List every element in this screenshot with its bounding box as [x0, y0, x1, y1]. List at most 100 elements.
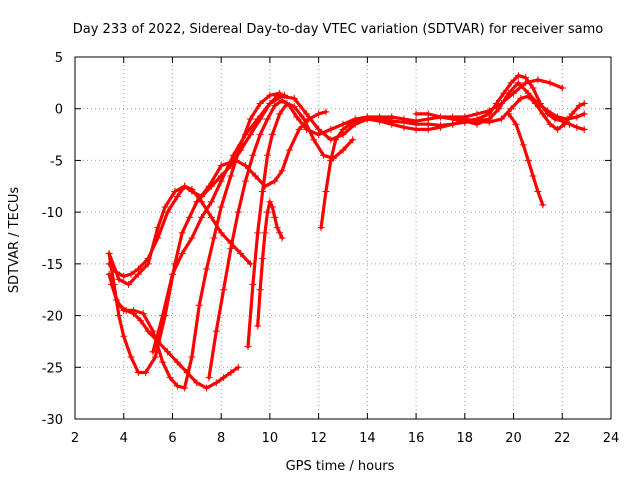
- data-point: [276, 229, 284, 237]
- data-point: [205, 374, 213, 382]
- y-tick-label: -15: [42, 258, 63, 273]
- data-point: [285, 146, 293, 154]
- data-point: [514, 79, 522, 87]
- series-markers-5: [108, 281, 242, 392]
- data-point: [159, 312, 167, 320]
- data-point: [256, 100, 264, 108]
- data-point: [259, 255, 267, 263]
- data-point: [234, 208, 242, 216]
- y-tick-label: -30: [42, 413, 63, 428]
- data-point: [495, 105, 503, 113]
- x-tick-label: 18: [457, 431, 474, 446]
- data-point: [580, 110, 588, 118]
- data-point: [519, 141, 527, 149]
- data-point: [181, 384, 189, 392]
- data-point: [497, 115, 505, 123]
- data-point: [122, 306, 130, 314]
- data-point: [178, 250, 186, 258]
- data-point: [529, 84, 537, 92]
- data-point: [217, 203, 225, 211]
- data-point: [195, 301, 203, 309]
- data-point: [203, 265, 211, 273]
- data-point: [188, 353, 196, 361]
- data-point: [327, 156, 335, 164]
- series-markers-2: [105, 182, 254, 289]
- data-point: [412, 125, 420, 133]
- data-point: [234, 363, 242, 371]
- data-point: [251, 172, 259, 180]
- data-point: [242, 162, 250, 170]
- data-point: [436, 113, 444, 121]
- data-point: [210, 234, 218, 242]
- x-tick-label: 4: [120, 431, 128, 446]
- data-point: [212, 327, 220, 335]
- data-point: [346, 120, 354, 128]
- data-point: [246, 260, 254, 268]
- data-point: [546, 79, 554, 87]
- data-point: [127, 270, 135, 278]
- x-tick-label: 24: [603, 431, 620, 446]
- data-point: [317, 224, 325, 232]
- series-markers-9: [254, 198, 286, 330]
- data-point: [173, 358, 181, 366]
- data-point: [310, 136, 318, 144]
- data-point: [164, 348, 172, 356]
- data-point: [271, 213, 279, 221]
- data-point: [271, 102, 279, 110]
- data-point: [193, 379, 201, 387]
- data-point: [115, 301, 123, 309]
- data-point: [315, 131, 323, 139]
- x-axis-label: GPS time / hours: [286, 459, 395, 474]
- data-point: [276, 110, 284, 118]
- data-point: [546, 120, 554, 128]
- data-point: [322, 187, 330, 195]
- data-point: [217, 177, 225, 185]
- data-point: [205, 182, 213, 190]
- x-tick-label: 8: [217, 431, 225, 446]
- y-tick-label: -10: [42, 206, 63, 221]
- data-point: [388, 120, 396, 128]
- data-point: [207, 213, 215, 221]
- y-tick-label: -20: [42, 310, 63, 325]
- series-markers-14: [505, 110, 547, 209]
- data-point: [227, 172, 235, 180]
- data-point: [108, 281, 116, 289]
- x-tick-label: 22: [554, 431, 571, 446]
- data-point: [575, 102, 583, 110]
- data-point: [151, 353, 159, 361]
- data-point: [139, 310, 147, 318]
- data-point: [263, 115, 271, 123]
- data-point: [171, 187, 179, 195]
- data-point: [544, 107, 552, 115]
- data-point: [449, 115, 457, 123]
- data-point: [473, 117, 481, 125]
- data-point: [220, 286, 228, 294]
- data-point: [400, 123, 408, 131]
- data-point: [512, 120, 520, 128]
- data-point: [507, 79, 515, 87]
- x-tick-label: 20: [505, 431, 522, 446]
- data-point: [539, 110, 547, 118]
- data-point: [339, 125, 347, 133]
- data-point: [242, 177, 250, 185]
- x-tick-label: 14: [359, 431, 376, 446]
- data-point: [268, 203, 276, 211]
- series-markers-7: [205, 96, 396, 382]
- x-tick-label: 6: [168, 431, 176, 446]
- data-point: [161, 203, 169, 211]
- data-point: [268, 131, 276, 139]
- data-point: [524, 156, 532, 164]
- data-point: [266, 198, 274, 206]
- data-point: [227, 244, 235, 252]
- data-point: [186, 213, 194, 221]
- y-tick-label: -25: [42, 361, 63, 376]
- series-markers-13: [449, 92, 588, 133]
- data-point: [505, 110, 513, 118]
- data-point: [400, 115, 408, 123]
- data-point: [315, 110, 323, 118]
- data-point: [183, 368, 191, 376]
- series-line-2: [107, 184, 252, 287]
- data-point: [505, 89, 513, 97]
- data-point: [203, 384, 211, 392]
